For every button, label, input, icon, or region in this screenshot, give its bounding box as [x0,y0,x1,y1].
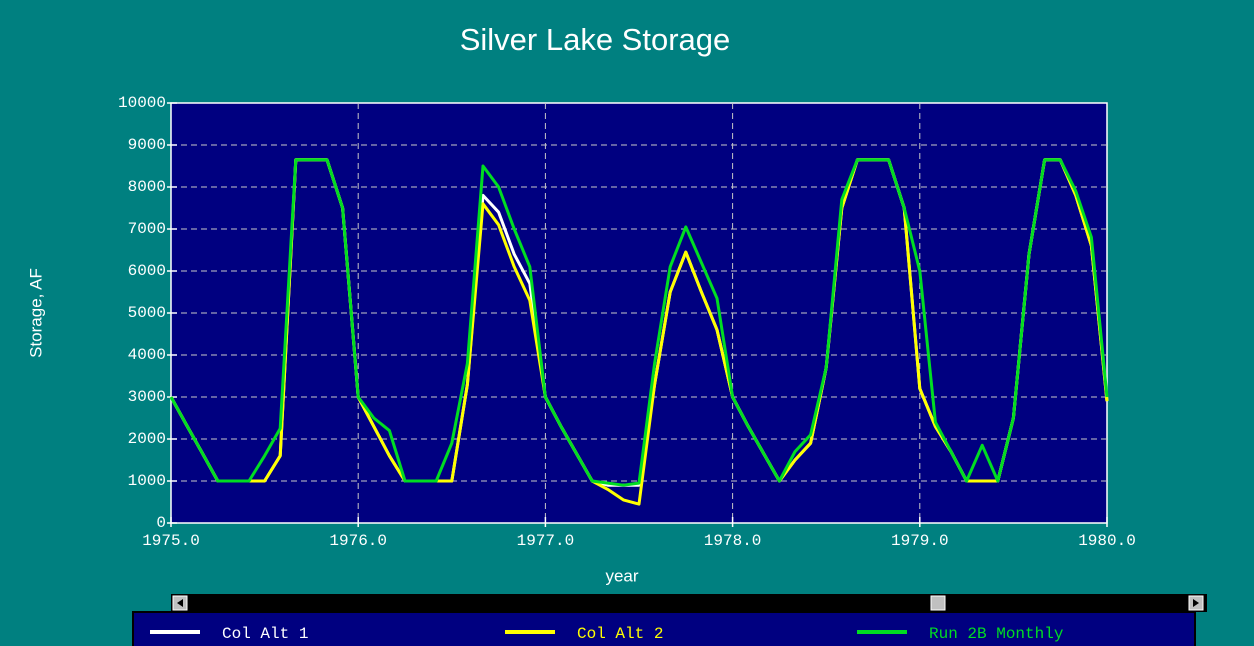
y-tick-label: 2000 [128,430,166,448]
y-tick-label: 3000 [128,388,166,406]
arrow-icon [1193,599,1199,607]
scroll-thumb[interactable] [930,595,946,611]
y-tick-label: 7000 [128,220,166,238]
arrow-icon [177,599,183,607]
series-line [169,158,1109,487]
y-tick-label: 8000 [128,178,166,196]
scrollbar[interactable] [171,594,1207,612]
y-tick-label: 6000 [128,262,166,280]
legend [132,611,1196,646]
x-tick-label: 1975.0 [142,532,200,550]
scroll-track[interactable] [171,594,1207,612]
y-axis-label: Storage, AF [26,268,45,358]
x-tick-label: 1976.0 [329,532,387,550]
y-tick-label: 1000 [128,472,166,490]
legend-label: Col Alt 1 [222,625,308,643]
y-tick-label: 9000 [128,136,166,154]
x-tick-label: 1979.0 [891,532,949,550]
y-tick-label: 10000 [118,94,166,112]
legend-entries: Col Alt 1 Col Alt 2 Run 2B Monthly [150,625,1064,643]
y-tick-label: 4000 [128,346,166,364]
y-tick-label: 0 [156,514,166,532]
chart-title: Silver Lake Storage [460,22,731,57]
legend-label: Run 2B Monthly [929,625,1064,643]
x-tick-label: 1978.0 [704,532,762,550]
y-tick-label: 5000 [128,304,166,322]
x-tick-label: 1980.0 [1078,532,1136,550]
x-tick-label: 1977.0 [517,532,575,550]
legend-label: Col Alt 2 [577,625,663,643]
x-axis-label: year [605,566,638,585]
